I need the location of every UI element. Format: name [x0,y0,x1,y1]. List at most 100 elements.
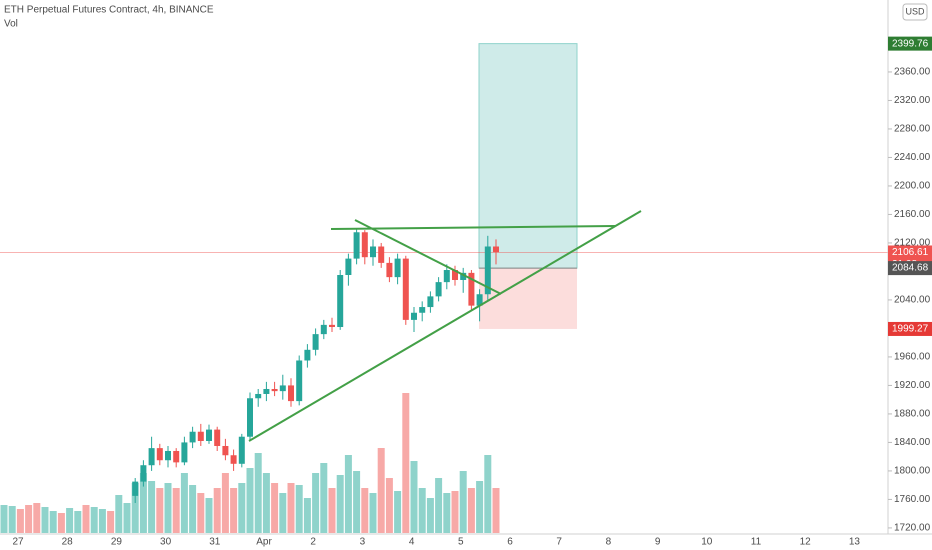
volume-bar [320,463,328,533]
volume-bar [410,461,418,533]
x-tick-label: 30 [160,537,172,548]
volume-bar [246,468,254,533]
volume-bar [139,473,147,533]
x-tick-label: 10 [701,537,713,548]
volume-bar [336,475,344,533]
last-price-tag: 2106.61 [892,247,929,258]
volume-bar [156,488,164,533]
candle-body [132,481,139,496]
volume-bar [98,509,106,533]
volume-bar [426,498,434,533]
profit-zone [478,43,578,269]
volume-bar [8,506,16,533]
volume-bar [107,511,115,533]
candle-body [378,246,385,263]
volume-bar [467,488,475,533]
candle-body [312,334,319,350]
candle-body [279,385,286,392]
x-tick-label: 3 [360,537,366,548]
volume-bar [254,453,262,533]
candle-body [165,450,171,461]
x-tick-label: 7 [556,537,562,548]
trendline [248,210,642,442]
trendline [330,225,616,230]
candle-body [255,393,262,399]
candle-body [189,431,196,443]
candle-body [468,272,475,306]
candle-body [222,445,229,456]
candle-body [238,436,245,464]
candle-body [361,232,368,258]
volume-bar [484,455,492,533]
volume-bar [328,488,336,533]
x-tick-label: 12 [800,537,812,548]
volume-bar [49,511,57,533]
candle-body [156,448,163,461]
currency-box[interactable] [902,3,928,21]
candle-body [452,270,458,280]
volume-bar [443,493,451,533]
y-tick-label: 1880.00 [894,409,931,420]
volume-bar [115,495,123,533]
volume-bar [435,478,443,533]
y-tick-label: 1960.00 [894,352,931,363]
candle-body [386,262,393,278]
x-tick-label: 11 [751,537,762,548]
volume-bar [312,473,320,533]
plot-area [0,43,888,533]
y-tick-label: 2320.00 [894,95,931,106]
currency[interactable]: USD [905,6,925,16]
x-tick-label: 6 [507,537,513,548]
candle-body [370,246,376,258]
x-tick-label: 5 [458,537,464,548]
candle-body [443,270,450,283]
volume-bar [271,483,279,533]
trendline [354,219,502,295]
y-tick-label: 2040.00 [894,295,931,306]
candle-body [304,349,311,361]
x-tick-label: 29 [111,537,123,548]
volume-bar [172,488,180,533]
volume-bar [164,483,172,533]
x-tick-label: 4 [409,537,415,548]
volume-bar [385,478,393,533]
volume-label: Vol [4,19,18,30]
volume-bar [287,483,295,533]
candle-body [247,398,253,437]
volume-bar [402,393,410,533]
stop-price-tag-bg [888,321,932,336]
x-tick-label: 31 [209,537,221,548]
candle-body [427,296,434,308]
candle-body [345,258,352,275]
volume-bar [344,455,352,533]
volume-bar [82,505,90,533]
x-tick-label: 27 [12,537,24,548]
y-tick-label: 1720.00 [894,523,931,534]
volume-bar [279,493,287,533]
candle-body [214,429,221,446]
candle-body [394,258,401,278]
candle-body [197,431,204,441]
x-tick-label: 8 [606,537,612,548]
candle-body [173,450,180,463]
x-tick-label: 9 [655,537,661,548]
candle-body [206,429,212,441]
volume-bar [66,508,74,533]
target-price-tag: 2399.76 [892,38,929,49]
volume-bar [230,488,238,533]
volume-bar [74,511,82,533]
y-tick-label: 1920.00 [894,380,931,391]
x-tick-label: 28 [62,537,74,548]
volume-bar [180,473,188,533]
candle-body [230,455,237,464]
entry-price-tag-bg [888,261,932,276]
volume-bar [197,493,205,533]
candle-body [476,294,483,306]
candle-body [329,324,335,328]
candle-body [484,246,491,295]
y-tick-label: 2120.00 [894,238,931,249]
volume-bar [189,485,197,533]
candle-body [148,448,155,466]
y-tick-label: 1760.00 [894,494,931,505]
